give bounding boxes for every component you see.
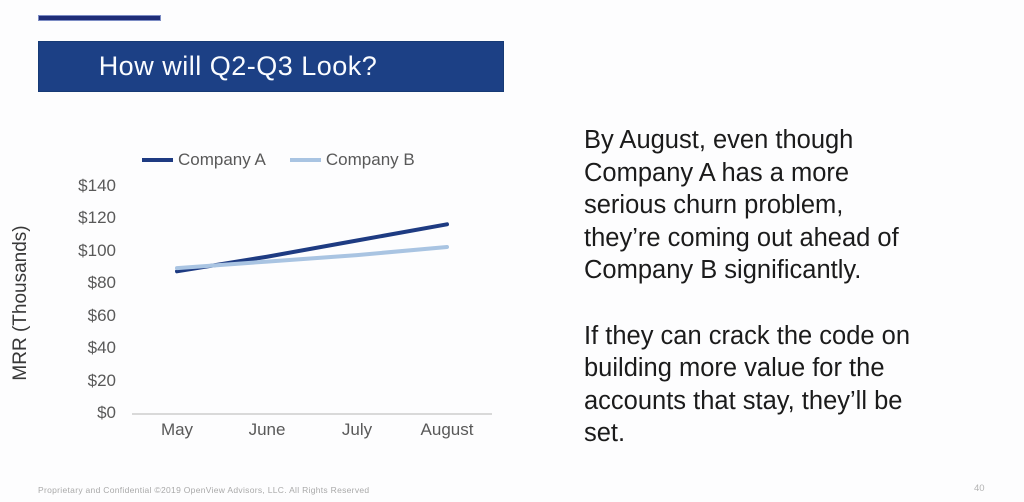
x-axis-category-labels: May June July August [0, 130, 520, 462]
y-tick-label: $80 [87, 273, 116, 293]
y-tick-label: $60 [87, 305, 116, 325]
title-bar: How will Q2-Q3 Look? [38, 41, 504, 92]
chart-legend: Company A Company B [142, 150, 415, 170]
commentary-paragraph-1: By August, even though Company A has a m… [584, 126, 899, 284]
y-tick-label: $40 [87, 338, 116, 358]
y-tick-label: $0 [97, 403, 116, 422]
x-category-label: June [248, 420, 286, 439]
x-category-label: May [160, 420, 194, 439]
legend-swatch-company-a [142, 158, 173, 162]
footer-confidentiality-text: Proprietary and Confidential ©2019 OpenV… [38, 485, 370, 495]
legend-label-company-a: Company A [178, 150, 266, 169]
y-tick-label: $20 [87, 370, 116, 390]
accent-line [38, 15, 161, 21]
legend-swatch-company-b [289, 158, 321, 162]
legend-item-company-a: Company A [142, 150, 266, 170]
x-axis-line [132, 413, 492, 415]
slide-title: How will Q2-Q3 Look? [98, 51, 378, 81]
mrr-line-chart: Company A Company B MRR (Thousands) $0 $2… [0, 130, 520, 462]
commentary-text-block: By August, even though Company A has a m… [584, 124, 994, 483]
commentary-paragraph-2: If they can crack the code on building m… [584, 321, 911, 448]
legend-item-company-b: Company B [289, 150, 415, 170]
y-tick-label: $100 [78, 240, 116, 260]
x-category-label: July [341, 420, 373, 439]
chart-plot-lines [175, 222, 449, 274]
series-line-company-b [175, 244, 449, 271]
x-category-label: August [420, 420, 474, 439]
legend-label-company-b: Company B [325, 150, 415, 169]
page-number: 40 [974, 483, 985, 494]
y-tick-label: $140 [78, 176, 116, 195]
y-tick-label: $120 [78, 208, 116, 228]
y-axis-tick-labels: $0 $20 $40 $60 $80 $100 $120 $140 [36, 130, 116, 462]
